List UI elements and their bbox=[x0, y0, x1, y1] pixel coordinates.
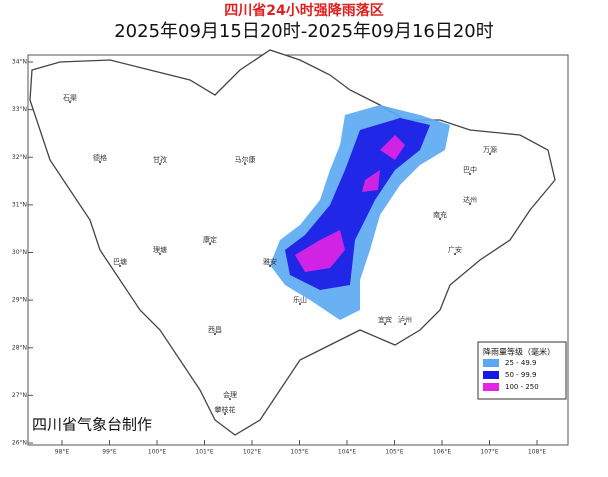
lat-tick-label: 34°N bbox=[12, 59, 27, 66]
legend: 降雨量等级（毫米） 25 - 49.9 50 - 99.9 100 - 250 bbox=[477, 341, 567, 400]
place-label: 南充 bbox=[433, 210, 447, 219]
place-dot bbox=[159, 253, 161, 255]
place-dot bbox=[454, 253, 456, 255]
lon-tick-label: 100°E bbox=[148, 449, 166, 456]
place-dot bbox=[469, 173, 471, 175]
lat-tick-label: 32°N bbox=[12, 154, 27, 161]
place-dot bbox=[439, 218, 441, 220]
place-dot bbox=[229, 398, 231, 400]
legend-items: 25 - 49.9 50 - 99.9 100 - 250 bbox=[483, 359, 539, 391]
legend-label: 50 - 99.9 bbox=[505, 371, 536, 379]
lon-tick-label: 107°E bbox=[480, 449, 498, 456]
place-dot bbox=[489, 153, 491, 155]
lon-tick-label: 98°E bbox=[55, 449, 70, 456]
lon-tick-label: 106°E bbox=[433, 449, 451, 456]
lat-tick-label: 27°N bbox=[12, 392, 27, 399]
credit: 四川省气象台制作 bbox=[32, 416, 152, 434]
place-dot bbox=[384, 323, 386, 325]
place-label: 德格 bbox=[93, 153, 107, 162]
place-label: 马尔康 bbox=[235, 155, 256, 164]
place-dot bbox=[119, 265, 121, 267]
lon-tick-label: 103°E bbox=[290, 449, 308, 456]
place-dot bbox=[269, 265, 271, 267]
place-label: 达州 bbox=[463, 195, 477, 204]
map-title: 四川省24小时强降雨落区 bbox=[224, 2, 383, 19]
legend-label: 25 - 49.9 bbox=[505, 359, 536, 367]
place-dot bbox=[209, 243, 211, 245]
place-label: 康定 bbox=[203, 235, 217, 244]
place-label: 巴中 bbox=[463, 165, 477, 174]
place-dot bbox=[404, 323, 406, 325]
place-label: 泸州 bbox=[398, 315, 412, 324]
place-dot bbox=[469, 203, 471, 205]
place-label: 乐山 bbox=[293, 295, 307, 304]
legend-swatch bbox=[483, 359, 499, 367]
place-label: 攀枝花 bbox=[215, 405, 236, 414]
place-dot bbox=[159, 163, 161, 165]
lon-tick-label: 105°E bbox=[385, 449, 403, 456]
place-label: 巴塘 bbox=[113, 257, 127, 266]
place-label: 万源 bbox=[483, 145, 497, 154]
place-label: 石渠 bbox=[63, 93, 77, 102]
legend-label: 100 - 250 bbox=[505, 383, 539, 391]
place-label: 宜宾 bbox=[378, 315, 392, 324]
place-dot bbox=[299, 303, 301, 305]
lon-tick-label: 102°E bbox=[243, 449, 261, 456]
lon-tick-label: 104°E bbox=[338, 449, 356, 456]
lat-tick-label: 26°N bbox=[12, 440, 27, 447]
lat-tick-label: 30°N bbox=[12, 249, 27, 256]
map-subtitle: 2025年09月15日20时-2025年09月16日20时 bbox=[114, 21, 494, 42]
lon-tick-label: 101°E bbox=[195, 449, 213, 456]
place-dot bbox=[244, 163, 246, 165]
place-dot bbox=[224, 413, 226, 415]
place-dot bbox=[214, 333, 216, 335]
legend-swatch bbox=[483, 383, 499, 391]
lon-tick-label: 108°E bbox=[528, 449, 546, 456]
lon-tick-label: 99°E bbox=[102, 449, 117, 456]
lat-tick-label: 31°N bbox=[12, 201, 27, 208]
rain-zone-100 bbox=[295, 135, 405, 272]
place-dot bbox=[69, 101, 71, 103]
place-dot bbox=[99, 161, 101, 163]
lat-tick-label: 28°N bbox=[12, 344, 27, 351]
place-label: 广安 bbox=[448, 245, 462, 254]
place-label: 会理 bbox=[223, 390, 237, 399]
lat-tick-label: 33°N bbox=[12, 106, 27, 113]
place-label: 西昌 bbox=[208, 326, 222, 334]
graticule: 34°N 33°N 32°N 31°N 30°N 29°N 28°N 27°N 26°N 98°E… bbox=[12, 59, 546, 456]
place-label: 雅安 bbox=[263, 257, 277, 266]
lat-tick-label: 29°N bbox=[12, 297, 27, 304]
legend-swatch bbox=[483, 371, 499, 379]
place-label: 理塘 bbox=[153, 245, 167, 254]
place-label: 甘孜 bbox=[153, 155, 167, 164]
legend-title: 降雨量等级（毫米） bbox=[483, 347, 555, 357]
